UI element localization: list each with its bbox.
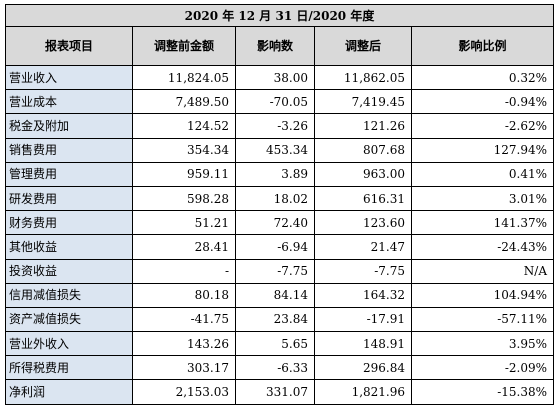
after-value: 963.00 xyxy=(314,161,412,187)
item-name: 税金及附加 xyxy=(5,113,133,139)
after-value: 123.60 xyxy=(314,210,412,236)
before-value: 143.26 xyxy=(132,331,236,357)
header-before-adjustment: 调整前金额 xyxy=(132,26,236,66)
impact-value: 453.34 xyxy=(235,137,315,163)
before-value: 11,824.05 xyxy=(132,64,236,91)
table-row: 销售费用 354.34 453.34 807.68 127.94% xyxy=(5,137,554,163)
adjustment-table: 2020 年 12 月 31 日/2020 年度 报表项目 调整前金额 影响数 … xyxy=(5,4,554,405)
table-body: 营业收入 11,824.05 38.00 11,862.05 0.32% 营业成本 7,48… xyxy=(5,64,554,405)
impact-ratio: -24.43% xyxy=(411,234,554,260)
impact-ratio: 141.37% xyxy=(411,210,554,236)
table-row: 资产减值损失 -41.75 23.84 -17.91 -57.11% xyxy=(5,306,554,333)
before-value: 28.41 xyxy=(132,234,236,260)
table-row: 投资收益 - -7.75 -7.75 N/A xyxy=(5,258,554,284)
before-value: 124.52 xyxy=(132,113,236,139)
impact-value: -6.94 xyxy=(235,234,315,260)
after-value: 11,862.05 xyxy=(314,64,412,91)
impact-ratio: -2.62% xyxy=(411,113,554,139)
before-value: 598.28 xyxy=(132,185,236,212)
impact-ratio: N/A xyxy=(411,258,554,284)
after-value: 121.26 xyxy=(314,113,412,139)
table-row: 营业收入 11,824.05 38.00 11,862.05 0.32% xyxy=(5,64,554,91)
impact-value: -6.33 xyxy=(235,355,315,381)
impact-ratio: -57.11% xyxy=(411,306,554,333)
impact-ratio: -15.38% xyxy=(411,379,554,405)
table-row: 营业成本 7,489.50 -70.05 7,419.45 -0.94% xyxy=(5,89,554,115)
item-name: 财务费用 xyxy=(5,210,133,236)
before-value: 303.17 xyxy=(132,355,236,381)
table-row: 其他收益 28.41 -6.94 21.47 -24.43% xyxy=(5,234,554,260)
impact-value: 3.89 xyxy=(235,161,315,187)
after-value: 807.68 xyxy=(314,137,412,163)
impact-value: 84.14 xyxy=(235,282,315,308)
impact-value: 38.00 xyxy=(235,64,315,91)
after-value: 148.91 xyxy=(314,331,412,357)
table-header-row: 报表项目 调整前金额 影响数 调整后 影响比例 xyxy=(5,26,554,66)
after-value: 1,821.96 xyxy=(314,379,412,405)
table-row: 营业外收入 143.26 5.65 148.91 3.95% xyxy=(5,331,554,357)
impact-ratio: 3.95% xyxy=(411,331,554,357)
after-value: 21.47 xyxy=(314,234,412,260)
adjustment-table-container: 2020 年 12 月 31 日/2020 年度 报表项目 调整前金额 影响数 … xyxy=(5,4,554,405)
header-impact-ratio: 影响比例 xyxy=(411,26,554,66)
impact-ratio: 127.94% xyxy=(411,137,554,163)
header-after-adjustment: 调整后 xyxy=(314,26,412,66)
impact-value: -3.26 xyxy=(235,113,315,139)
before-value: 80.18 xyxy=(132,282,236,308)
before-value: 7,489.50 xyxy=(132,89,236,115)
item-name: 投资收益 xyxy=(5,258,133,284)
table-row: 财务费用 51.21 72.40 123.60 141.37% xyxy=(5,210,554,236)
table-title: 2020 年 12 月 31 日/2020 年度 xyxy=(5,4,554,27)
impact-value: -7.75 xyxy=(235,258,315,284)
header-item: 报表项目 xyxy=(5,26,133,66)
item-name: 营业收入 xyxy=(5,64,133,91)
impact-value: 331.07 xyxy=(235,379,315,405)
table-row: 税金及附加 124.52 -3.26 121.26 -2.62% xyxy=(5,113,554,139)
impact-ratio: -0.94% xyxy=(411,89,554,115)
item-name: 管理费用 xyxy=(5,161,133,187)
impact-ratio: 0.41% xyxy=(411,161,554,187)
table-title-row: 2020 年 12 月 31 日/2020 年度 xyxy=(5,4,554,27)
impact-value: 23.84 xyxy=(235,306,315,333)
before-value: - xyxy=(132,258,236,284)
item-name: 营业外收入 xyxy=(5,331,133,357)
table-row: 所得税费用 303.17 -6.33 296.84 -2.09% xyxy=(5,355,554,381)
impact-ratio: -2.09% xyxy=(411,355,554,381)
header-impact: 影响数 xyxy=(235,26,315,66)
table-row: 净利润 2,153.03 331.07 1,821.96 -15.38% xyxy=(5,379,554,405)
impact-ratio: 3.01% xyxy=(411,185,554,212)
item-name: 营业成本 xyxy=(5,89,133,115)
item-name: 销售费用 xyxy=(5,137,133,163)
table-row: 研发费用 598.28 18.02 616.31 3.01% xyxy=(5,185,554,212)
before-value: 354.34 xyxy=(132,137,236,163)
before-value: 2,153.03 xyxy=(132,379,236,405)
after-value: 616.31 xyxy=(314,185,412,212)
impact-value: 5.65 xyxy=(235,331,315,357)
impact-ratio: 104.94% xyxy=(411,282,554,308)
item-name: 信用减值损失 xyxy=(5,282,133,308)
item-name: 其他收益 xyxy=(5,234,133,260)
after-value: 7,419.45 xyxy=(314,89,412,115)
after-value: -17.91 xyxy=(314,306,412,333)
after-value: 164.32 xyxy=(314,282,412,308)
item-name: 研发费用 xyxy=(5,185,133,212)
impact-value: -70.05 xyxy=(235,89,315,115)
before-value: 51.21 xyxy=(132,210,236,236)
item-name: 净利润 xyxy=(5,379,133,405)
item-name: 所得税费用 xyxy=(5,355,133,381)
impact-value: 72.40 xyxy=(235,210,315,236)
table-row: 信用减值损失 80.18 84.14 164.32 104.94% xyxy=(5,282,554,308)
table-row: 管理费用 959.11 3.89 963.00 0.41% xyxy=(5,161,554,187)
impact-value: 18.02 xyxy=(235,185,315,212)
item-name: 资产减值损失 xyxy=(5,306,133,333)
after-value: 296.84 xyxy=(314,355,412,381)
impact-ratio: 0.32% xyxy=(411,64,554,91)
before-value: 959.11 xyxy=(132,161,236,187)
before-value: -41.75 xyxy=(132,306,236,333)
after-value: -7.75 xyxy=(314,258,412,284)
